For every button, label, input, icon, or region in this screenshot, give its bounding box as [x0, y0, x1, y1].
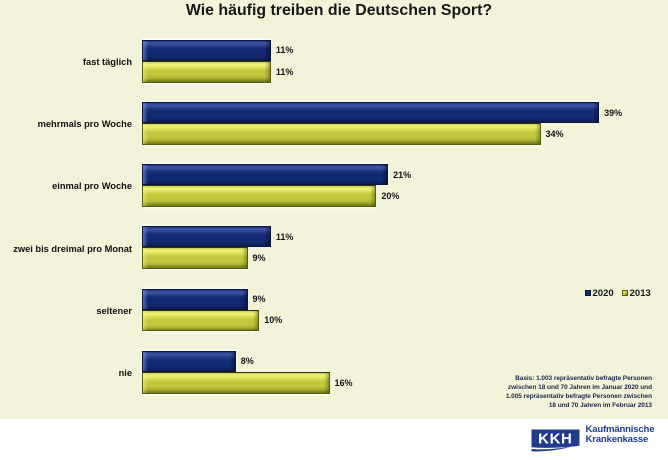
svg-text:KKH: KKH [538, 430, 572, 447]
